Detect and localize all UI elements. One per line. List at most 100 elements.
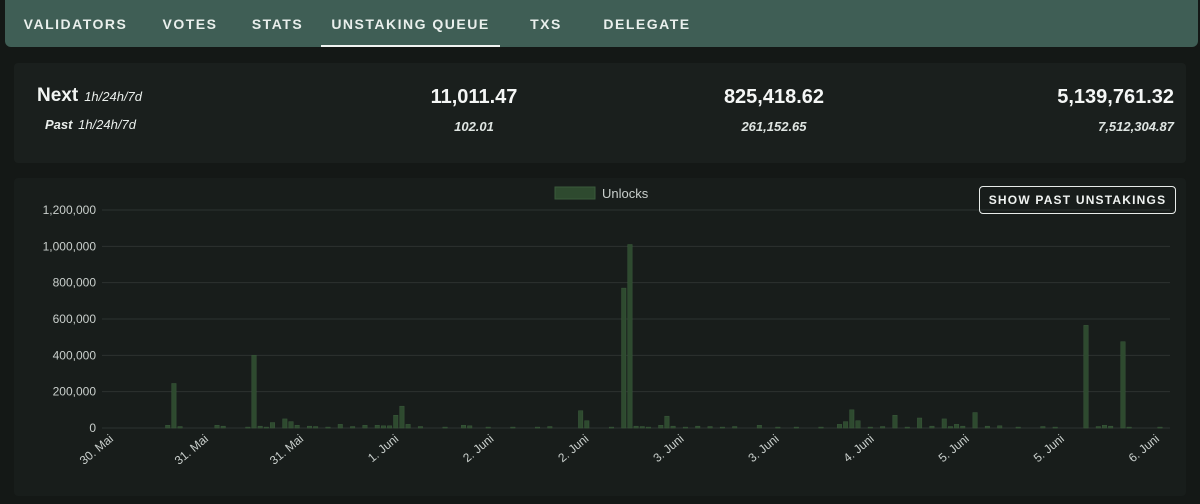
unlock-bar[interactable] <box>972 412 978 429</box>
unlock-bar[interactable] <box>245 426 251 429</box>
unlock-bar[interactable] <box>399 405 405 429</box>
y-tick-label: 600,000 <box>53 312 97 326</box>
unlock-bar[interactable] <box>442 426 448 429</box>
unlock-bar[interactable] <box>997 425 1003 429</box>
unlock-bar[interactable] <box>1126 426 1132 429</box>
unlock-bar[interactable] <box>892 415 898 429</box>
unlock-bar[interactable] <box>880 426 886 429</box>
unlock-bar[interactable] <box>1157 426 1163 429</box>
unlock-bar[interactable] <box>929 425 935 429</box>
x-tick-label: 31. Mai <box>267 432 306 468</box>
y-tick-label: 0 <box>89 421 96 435</box>
unlock-bar[interactable] <box>547 426 553 429</box>
unlock-bar[interactable] <box>510 426 516 429</box>
unlock-bar[interactable] <box>461 425 467 429</box>
unlock-bar[interactable] <box>1108 425 1114 429</box>
tab-delegate[interactable]: DELEGATE <box>592 0 702 47</box>
unlock-bar[interactable] <box>658 425 664 429</box>
top-navbar: VALIDATORS VOTES STATS UNSTAKING QUEUE T… <box>5 0 1198 47</box>
unlock-bar[interactable] <box>627 244 633 429</box>
unlock-bar[interactable] <box>485 426 491 429</box>
tab-stats[interactable]: STATS <box>234 0 321 47</box>
unlock-bar[interactable] <box>578 410 584 429</box>
unlock-bar[interactable] <box>380 425 386 429</box>
unlock-bar[interactable] <box>270 422 275 429</box>
tab-txs[interactable]: TXS <box>500 0 592 47</box>
unlock-bar[interactable] <box>775 426 781 429</box>
unlock-bar[interactable] <box>645 426 651 429</box>
unlock-bar[interactable] <box>350 426 356 429</box>
unlock-bar[interactable] <box>214 425 220 429</box>
unlock-bar[interactable] <box>682 426 688 429</box>
unlock-bar[interactable] <box>171 383 177 429</box>
unlock-bar[interactable] <box>387 425 393 429</box>
x-tick-label: 2. Juni <box>555 432 591 465</box>
x-tick-label: 2. Juni <box>460 432 496 465</box>
x-tick-label: 1. Juni <box>365 432 401 465</box>
unlock-bar[interactable] <box>177 426 183 429</box>
unlock-bar[interactable] <box>362 425 368 429</box>
unlock-bar[interactable] <box>707 426 713 429</box>
unlock-bar[interactable] <box>535 426 540 429</box>
unlock-bar[interactable] <box>1015 426 1021 429</box>
x-tick-label: 6. Juni <box>1126 432 1162 465</box>
unlock-bar[interactable] <box>467 425 473 429</box>
unlock-bar[interactable] <box>257 425 263 429</box>
unlock-bar[interactable] <box>1083 325 1089 429</box>
show-past-unstakings-button[interactable]: SHOW PAST UNSTAKINGS <box>979 186 1176 214</box>
unlock-bar[interactable] <box>313 426 319 429</box>
unlock-bar[interactable] <box>374 425 380 429</box>
unlock-bar[interactable] <box>639 426 645 429</box>
unlock-bar[interactable] <box>843 421 849 429</box>
unlock-bar[interactable] <box>251 355 257 429</box>
unlock-bar[interactable] <box>719 426 725 429</box>
unlock-bar[interactable] <box>621 287 627 429</box>
unlock-bar[interactable] <box>307 425 312 429</box>
unlock-bar[interactable] <box>867 426 873 429</box>
unlock-bar[interactable] <box>947 426 953 429</box>
unlock-bar[interactable] <box>633 425 639 429</box>
unlock-bar[interactable] <box>664 415 670 429</box>
unlock-bar[interactable] <box>288 421 294 429</box>
unlock-bar[interactable] <box>917 417 923 429</box>
unlock-bar[interactable] <box>263 426 269 429</box>
unlock-bar[interactable] <box>294 425 300 429</box>
unlock-bar[interactable] <box>337 424 343 429</box>
unlock-bar[interactable] <box>165 425 171 429</box>
unlock-bar[interactable] <box>220 425 226 429</box>
unlock-bar[interactable] <box>282 418 288 429</box>
unlock-bar[interactable] <box>325 426 331 429</box>
chart-legend[interactable]: Unlocks <box>554 186 649 201</box>
unlock-bar[interactable] <box>756 425 762 429</box>
unlock-bar[interactable] <box>941 418 947 429</box>
unlock-bar[interactable] <box>584 420 590 429</box>
unlock-bar[interactable] <box>904 426 910 429</box>
unlock-bar[interactable] <box>695 425 701 429</box>
unlock-bar[interactable] <box>417 426 423 429</box>
unlock-bar[interactable] <box>670 425 676 429</box>
unlock-bar[interactable] <box>960 425 966 429</box>
unlock-bar[interactable] <box>1102 425 1107 429</box>
unlock-bar[interactable] <box>732 426 738 429</box>
tab-validators-label: VALIDATORS <box>23 15 128 32</box>
unlock-bar[interactable] <box>1095 426 1101 429</box>
unlock-bar[interactable] <box>393 415 399 429</box>
unlock-bar[interactable] <box>793 426 799 429</box>
tab-votes[interactable]: VOTES <box>146 0 234 47</box>
x-tick-label: 5. Juni <box>1031 432 1067 465</box>
unlock-bar[interactable] <box>837 424 842 429</box>
tab-votes-label: VOTES <box>162 15 218 32</box>
unlock-bar[interactable] <box>855 420 861 429</box>
tab-unstaking-queue[interactable]: UNSTAKING QUEUE <box>321 0 500 47</box>
legend-swatch-unlocks <box>554 186 596 200</box>
tab-validators[interactable]: VALIDATORS <box>5 0 146 47</box>
unlock-bar[interactable] <box>1040 426 1046 429</box>
unlock-bar[interactable] <box>1052 426 1058 429</box>
unlock-bar[interactable] <box>954 424 960 429</box>
unlock-bar[interactable] <box>818 426 824 429</box>
unlock-bar[interactable] <box>405 424 411 429</box>
unlock-bar[interactable] <box>1120 341 1126 429</box>
unlock-bar[interactable] <box>849 409 855 429</box>
unlock-bar[interactable] <box>608 426 614 429</box>
unlock-bar[interactable] <box>984 425 990 429</box>
